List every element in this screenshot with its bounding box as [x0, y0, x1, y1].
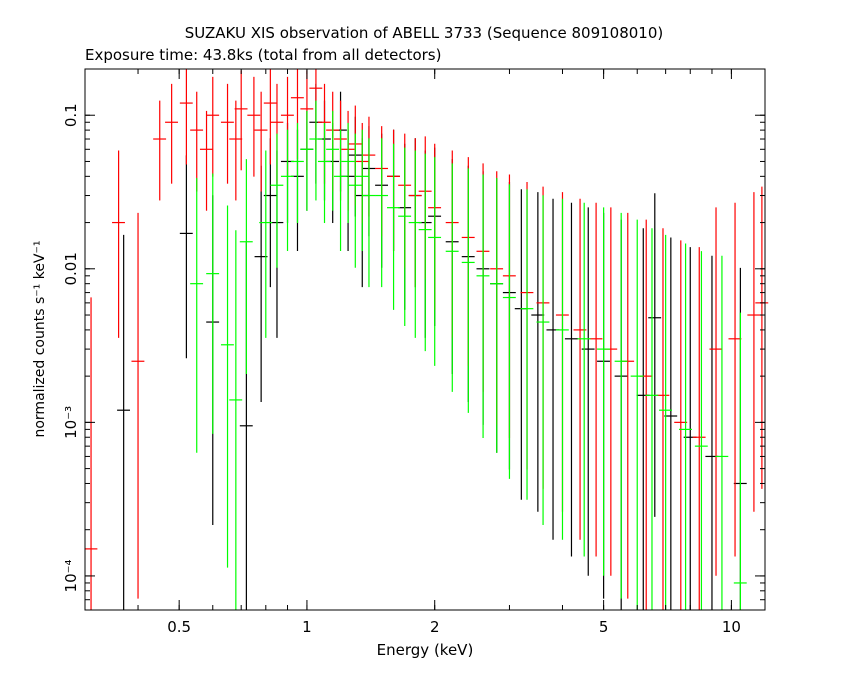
data-point [476, 174, 490, 439]
data-point [715, 255, 729, 610]
data-point [355, 129, 369, 252]
data-point [131, 212, 145, 599]
x-tick-label: 2 [430, 618, 440, 636]
data-point [153, 100, 167, 201]
series-2 [190, 100, 747, 610]
data-point [728, 202, 742, 557]
data-point [546, 198, 560, 540]
data-point [461, 168, 475, 413]
data-point [577, 202, 591, 557]
data-point [362, 138, 376, 288]
data-point [333, 129, 347, 252]
data-point [694, 251, 708, 610]
data-point [112, 150, 125, 338]
data-point [199, 110, 213, 211]
data-point [229, 100, 243, 201]
data-point [502, 184, 516, 479]
data-point [317, 122, 331, 224]
data-point [692, 247, 706, 610]
data-point [229, 230, 243, 610]
data-point [254, 91, 268, 192]
data-point [165, 83, 178, 184]
data-point [190, 177, 204, 453]
data-point [490, 177, 504, 453]
data-point [614, 212, 628, 599]
x-axis-label: Energy (keV) [377, 641, 474, 659]
x-tick-label: 5 [599, 618, 609, 636]
data-point [309, 100, 323, 201]
x-tick-label: 1 [302, 618, 312, 636]
data-point [348, 133, 362, 268]
data-points-layer [84, 69, 769, 610]
data-point [398, 147, 412, 326]
data-point [428, 157, 442, 366]
data-point [387, 143, 400, 310]
data-point [247, 76, 261, 177]
data-point [179, 155, 193, 359]
data-point [733, 312, 747, 610]
data-point [220, 205, 234, 568]
data-point [239, 159, 253, 374]
data-point [259, 150, 273, 338]
data-point [179, 69, 193, 165]
data-point [755, 186, 769, 489]
data-point [630, 219, 644, 610]
data-point [84, 297, 98, 610]
data-point [445, 163, 459, 392]
data-point [564, 202, 578, 557]
data-point [659, 234, 672, 610]
data-point [555, 198, 569, 540]
y-tick-label: 10⁻⁴ [62, 559, 80, 592]
data-point [290, 122, 304, 224]
y-tick-label: 10⁻³ [62, 406, 80, 439]
data-point [270, 133, 284, 268]
data-point [639, 219, 653, 610]
data-point [190, 91, 204, 192]
data-point [341, 122, 355, 224]
data-point [747, 192, 761, 512]
data-point [206, 76, 220, 177]
x-tick-label: 10 [722, 618, 741, 636]
data-point [636, 228, 650, 610]
data-point [656, 228, 670, 610]
data-point [408, 150, 422, 338]
data-point [234, 70, 248, 171]
data-point [263, 69, 277, 165]
chart-title: SUZAKU XIS observation of ABELL 3733 (Se… [185, 24, 663, 42]
data-point [679, 243, 692, 610]
y-tick-label: 0.01 [62, 252, 80, 285]
x-tick-label: 0.5 [167, 618, 191, 636]
data-point [220, 83, 234, 184]
data-point [514, 189, 528, 500]
data-point [709, 207, 723, 576]
plot-frame [84, 68, 766, 611]
axis-ticks-layer: 0.5 1 2 5 10 0.1 0.01 10⁻³ 10⁻⁴ [62, 68, 765, 636]
data-point [531, 192, 545, 512]
data-point [645, 228, 659, 610]
data-point [648, 193, 662, 517]
data-point [621, 212, 635, 599]
data-point [418, 153, 432, 352]
data-point [300, 110, 314, 211]
data-point [664, 237, 678, 610]
data-point [597, 207, 610, 576]
y-tick-label: 0.1 [62, 103, 80, 127]
data-point [520, 189, 534, 500]
data-point [536, 195, 550, 525]
data-point [589, 202, 603, 557]
data-point [280, 129, 294, 252]
data-point [326, 110, 340, 211]
data-point [206, 173, 220, 434]
y-axis-label: normalized counts s⁻¹ keV⁻¹ [32, 240, 48, 437]
data-point [375, 138, 389, 288]
data-point [117, 234, 131, 610]
chart-subtitle: Exposure time: 43.8ks (total from all de… [85, 46, 441, 64]
data-point [604, 207, 618, 576]
